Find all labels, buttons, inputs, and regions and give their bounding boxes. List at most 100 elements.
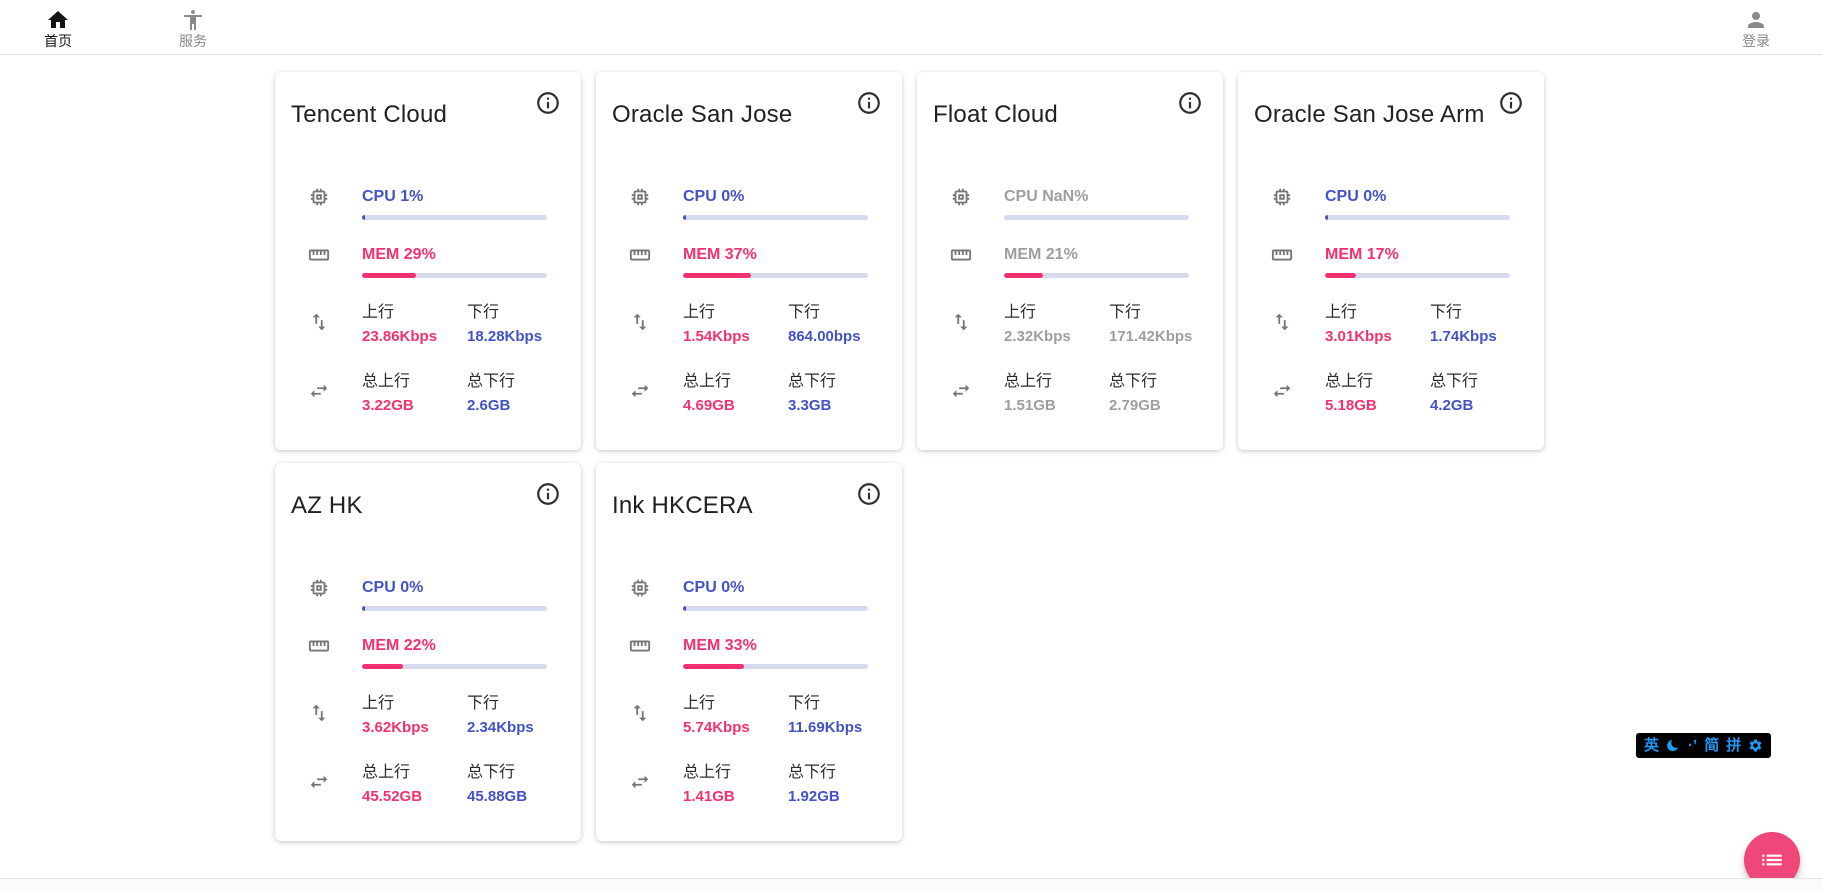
cpu-usage-label: CPU 0% bbox=[683, 188, 745, 205]
ime-pinyin-toggle[interactable]: 拼 bbox=[1726, 737, 1742, 754]
server-cards-grid: Tencent Cloud CPU 1% MEM 29% bbox=[275, 72, 1544, 841]
download-speed: 11.69Kbps bbox=[788, 719, 863, 736]
mem-usage-label: MEM 33% bbox=[683, 637, 757, 654]
mem-usage-label: MEM 21% bbox=[1004, 246, 1078, 263]
mem-row: MEM 33% bbox=[612, 635, 882, 669]
swap-horiz-icon bbox=[950, 380, 972, 402]
nav-tab-home[interactable]: 首页 bbox=[28, 8, 88, 49]
total-traffic-row: 总上行 1.41GB 总下行 1.92GB bbox=[612, 762, 882, 807]
swap-horiz-icon bbox=[308, 380, 330, 402]
cpu-progress-bar bbox=[362, 606, 547, 611]
upload-label: 上行 bbox=[683, 304, 716, 321]
total-download-value: 1.92GB bbox=[788, 788, 840, 805]
mem-usage-label: MEM 22% bbox=[362, 637, 436, 654]
server-name: Ink HKCERA bbox=[612, 492, 753, 519]
download-label: 下行 bbox=[1109, 304, 1142, 321]
ime-punctuation-toggle[interactable]: ·’ bbox=[1688, 737, 1698, 754]
mem-row: MEM 17% bbox=[1254, 244, 1524, 278]
cpu-row: CPU 0% bbox=[612, 186, 882, 220]
total-download-label: 总下行 bbox=[788, 764, 837, 781]
cpu-chip-icon bbox=[950, 186, 972, 208]
nav-tab-home-label: 首页 bbox=[44, 32, 72, 49]
mem-progress-bar bbox=[1325, 273, 1510, 278]
net-speed-row: 上行 23.86Kbps 下行 18.28Kbps bbox=[291, 302, 561, 347]
total-upload-label: 总上行 bbox=[683, 764, 732, 781]
swap-vert-icon bbox=[1271, 311, 1293, 333]
info-icon[interactable] bbox=[856, 481, 882, 507]
total-upload-value: 1.51GB bbox=[1004, 397, 1056, 414]
memory-ruler-icon bbox=[308, 635, 330, 657]
total-download-label: 总下行 bbox=[788, 373, 837, 390]
total-traffic-row: 总上行 1.51GB 总下行 2.79GB bbox=[933, 371, 1203, 416]
server-name: Float Cloud bbox=[933, 101, 1058, 128]
upload-label: 上行 bbox=[362, 695, 395, 712]
total-upload-value: 1.41GB bbox=[683, 788, 735, 805]
ime-simplified-toggle[interactable]: 简 bbox=[1704, 737, 1720, 754]
memory-ruler-icon bbox=[950, 244, 972, 266]
mem-usage-label: MEM 37% bbox=[683, 246, 757, 263]
upload-label: 上行 bbox=[683, 695, 716, 712]
info-icon[interactable] bbox=[535, 90, 561, 116]
ime-toolbar: 英 ·’ 简 拼 bbox=[1636, 733, 1772, 758]
total-download-value: 2.6GB bbox=[467, 397, 511, 414]
mem-row: MEM 29% bbox=[291, 244, 561, 278]
swap-vert-icon bbox=[308, 311, 330, 333]
total-upload-label: 总上行 bbox=[362, 764, 411, 781]
cpu-usage-label: CPU 1% bbox=[362, 188, 424, 205]
mem-progress-bar bbox=[683, 273, 868, 278]
cpu-usage-label: CPU NaN% bbox=[1004, 188, 1089, 205]
cpu-usage-label: CPU 0% bbox=[362, 579, 424, 596]
info-icon[interactable] bbox=[1498, 90, 1524, 116]
swap-vert-icon bbox=[629, 311, 651, 333]
info-icon[interactable] bbox=[856, 90, 882, 116]
download-label: 下行 bbox=[788, 695, 821, 712]
cpu-row: CPU 0% bbox=[291, 577, 561, 611]
upload-speed: 2.32Kbps bbox=[1004, 328, 1071, 345]
server-card: Float Cloud CPU NaN% MEM 21% bbox=[917, 72, 1223, 450]
memory-ruler-icon bbox=[629, 244, 651, 266]
total-download-label: 总下行 bbox=[1430, 373, 1479, 390]
cpu-progress-bar bbox=[683, 606, 868, 611]
server-card: Oracle San Jose CPU 0% MEM 37% bbox=[596, 72, 902, 450]
server-stats: CPU 0% MEM 37% 上行 bbox=[612, 186, 882, 416]
server-name: AZ HK bbox=[291, 492, 363, 519]
cpu-progress-bar bbox=[1325, 215, 1510, 220]
total-upload-value: 4.69GB bbox=[683, 397, 735, 414]
total-download-label: 总下行 bbox=[1109, 373, 1158, 390]
server-name: Oracle San Jose bbox=[612, 101, 793, 128]
moon-icon[interactable] bbox=[1666, 738, 1682, 753]
mem-usage-label: MEM 17% bbox=[1325, 246, 1399, 263]
mem-progress-bar bbox=[362, 664, 547, 669]
info-icon[interactable] bbox=[535, 481, 561, 507]
swap-vert-icon bbox=[629, 702, 651, 724]
download-label: 下行 bbox=[788, 304, 821, 321]
download-label: 下行 bbox=[1430, 304, 1463, 321]
server-stats: CPU 0% MEM 17% 上行 bbox=[1254, 186, 1524, 416]
total-upload-label: 总上行 bbox=[1004, 373, 1053, 390]
mem-progress-bar bbox=[362, 273, 547, 278]
ime-language-toggle[interactable]: 英 bbox=[1644, 737, 1660, 754]
total-upload-value: 45.52GB bbox=[362, 788, 423, 805]
mem-progress-bar bbox=[683, 664, 868, 669]
upload-speed: 3.62Kbps bbox=[362, 719, 429, 736]
nav-tab-services-label: 服务 bbox=[179, 32, 207, 49]
server-card: Ink HKCERA CPU 0% MEM 33% bbox=[596, 463, 902, 841]
nav-tab-services[interactable]: 服务 bbox=[163, 8, 223, 49]
swap-horiz-icon bbox=[629, 380, 651, 402]
mem-progress-bar bbox=[1004, 273, 1189, 278]
gear-icon[interactable] bbox=[1748, 738, 1763, 753]
nav-tab-login[interactable]: 登录 bbox=[1726, 8, 1786, 49]
list-icon bbox=[1762, 854, 1782, 866]
mem-usage-label: MEM 29% bbox=[362, 246, 436, 263]
total-upload-label: 总上行 bbox=[1325, 373, 1374, 390]
info-icon[interactable] bbox=[1177, 90, 1203, 116]
swap-horiz-icon bbox=[629, 771, 651, 793]
memory-ruler-icon bbox=[629, 635, 651, 657]
net-speed-row: 上行 1.54Kbps 下行 864.00bps bbox=[612, 302, 882, 347]
footer-divider bbox=[0, 878, 1822, 892]
total-upload-value: 5.18GB bbox=[1325, 397, 1377, 414]
server-stats: CPU 0% MEM 33% 上行 bbox=[612, 577, 882, 807]
upload-label: 上行 bbox=[362, 304, 395, 321]
download-label: 下行 bbox=[467, 304, 500, 321]
server-stats: CPU NaN% MEM 21% 上行 bbox=[933, 186, 1203, 416]
